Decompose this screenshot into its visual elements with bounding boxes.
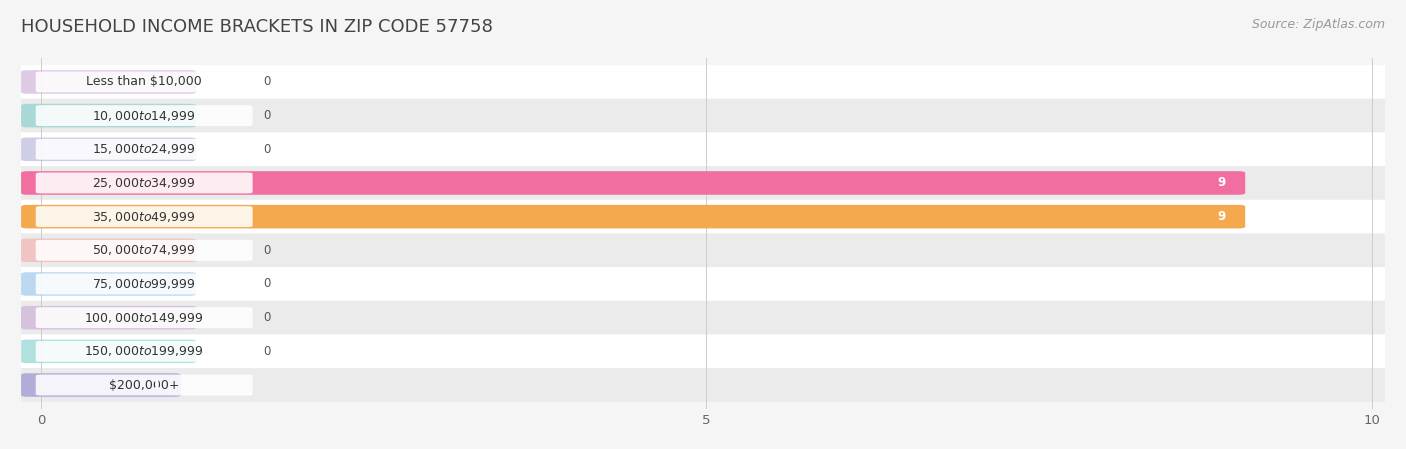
FancyBboxPatch shape — [21, 238, 197, 262]
FancyBboxPatch shape — [10, 267, 1402, 301]
FancyBboxPatch shape — [10, 65, 1402, 99]
FancyBboxPatch shape — [35, 307, 253, 328]
FancyBboxPatch shape — [21, 306, 197, 330]
FancyBboxPatch shape — [10, 132, 1402, 166]
Text: $150,000 to $199,999: $150,000 to $199,999 — [84, 344, 204, 358]
Text: $10,000 to $14,999: $10,000 to $14,999 — [93, 109, 195, 123]
FancyBboxPatch shape — [10, 233, 1402, 267]
FancyBboxPatch shape — [35, 273, 253, 295]
FancyBboxPatch shape — [21, 205, 1246, 229]
Text: $75,000 to $99,999: $75,000 to $99,999 — [93, 277, 195, 291]
Text: 9: 9 — [1218, 176, 1225, 189]
Text: Less than $10,000: Less than $10,000 — [86, 75, 202, 88]
Text: 0: 0 — [263, 345, 270, 358]
FancyBboxPatch shape — [21, 171, 1246, 195]
FancyBboxPatch shape — [35, 139, 253, 160]
Text: 0: 0 — [263, 109, 270, 122]
FancyBboxPatch shape — [10, 335, 1402, 368]
Text: 1: 1 — [153, 379, 160, 392]
FancyBboxPatch shape — [35, 105, 253, 126]
FancyBboxPatch shape — [35, 240, 253, 261]
Text: 0: 0 — [263, 244, 270, 257]
Text: $100,000 to $149,999: $100,000 to $149,999 — [84, 311, 204, 325]
FancyBboxPatch shape — [21, 137, 197, 161]
Text: 0: 0 — [263, 75, 270, 88]
FancyBboxPatch shape — [21, 339, 197, 363]
FancyBboxPatch shape — [35, 206, 253, 227]
FancyBboxPatch shape — [10, 301, 1402, 335]
FancyBboxPatch shape — [10, 200, 1402, 233]
Text: $25,000 to $34,999: $25,000 to $34,999 — [93, 176, 195, 190]
FancyBboxPatch shape — [21, 70, 197, 94]
Text: HOUSEHOLD INCOME BRACKETS IN ZIP CODE 57758: HOUSEHOLD INCOME BRACKETS IN ZIP CODE 57… — [21, 18, 494, 36]
FancyBboxPatch shape — [35, 172, 253, 194]
Text: $50,000 to $74,999: $50,000 to $74,999 — [93, 243, 195, 257]
Text: $200,000+: $200,000+ — [108, 379, 180, 392]
Text: 0: 0 — [263, 143, 270, 156]
Text: 9: 9 — [1218, 210, 1225, 223]
Text: 0: 0 — [263, 277, 270, 291]
FancyBboxPatch shape — [21, 373, 181, 397]
FancyBboxPatch shape — [21, 272, 197, 296]
FancyBboxPatch shape — [10, 166, 1402, 200]
FancyBboxPatch shape — [35, 341, 253, 362]
FancyBboxPatch shape — [35, 71, 253, 92]
Text: $15,000 to $24,999: $15,000 to $24,999 — [93, 142, 195, 156]
Text: 0: 0 — [263, 311, 270, 324]
FancyBboxPatch shape — [10, 99, 1402, 132]
FancyBboxPatch shape — [10, 368, 1402, 402]
FancyBboxPatch shape — [35, 374, 253, 396]
FancyBboxPatch shape — [21, 104, 197, 128]
Text: Source: ZipAtlas.com: Source: ZipAtlas.com — [1251, 18, 1385, 31]
Text: $35,000 to $49,999: $35,000 to $49,999 — [93, 210, 195, 224]
